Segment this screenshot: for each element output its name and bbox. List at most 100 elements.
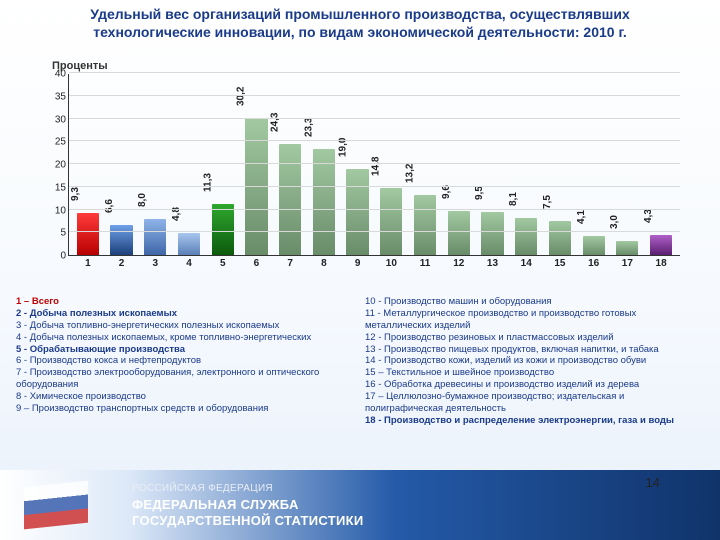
bar-value-label: 24,3 — [269, 113, 280, 132]
legend-item: 18 - Производство и распределение электр… — [365, 415, 704, 427]
legend: 1 – Всего2 - Добыча полезных ископаемых3… — [16, 296, 704, 427]
xtick-label: 10 — [386, 258, 397, 269]
bar-value-label: 4,3 — [643, 210, 654, 224]
chart-title: Удельный вес организаций промышленного п… — [0, 0, 720, 43]
bar-slot: 8,03 — [138, 74, 172, 255]
xtick-label: 17 — [622, 258, 633, 269]
xtick-label: 1 — [85, 258, 91, 269]
bar-slot: 4,84 — [172, 74, 206, 255]
legend-col-left: 1 – Всего2 - Добыча полезных ископаемых3… — [16, 296, 355, 427]
bar-value-label: 9,3 — [70, 187, 81, 201]
bar-value-label: 8,0 — [137, 193, 148, 207]
bar-value-label: 9,6 — [441, 185, 452, 199]
legend-item: 2 - Добыча полезных ископаемых — [16, 308, 355, 320]
bar-slot: 7,515 — [543, 74, 577, 255]
bar: 3,0 — [616, 241, 638, 255]
legend-item: 14 - Производство кожи, изделий из кожи … — [365, 355, 704, 367]
xtick-label: 3 — [153, 258, 159, 269]
ytick-label: 0 — [42, 251, 66, 262]
xtick-label: 16 — [588, 258, 599, 269]
bar: 4,8 — [178, 233, 200, 255]
bar-slot: 6,62 — [105, 74, 139, 255]
gridline — [69, 163, 680, 164]
xtick-label: 15 — [554, 258, 565, 269]
legend-item: 10 - Производство машин и оборудования — [365, 296, 704, 308]
ytick-label: 40 — [42, 69, 66, 80]
legend-item: 5 - Обрабатывающие производства — [16, 344, 355, 356]
legend-item: 11 - Металлургическое производство и про… — [365, 308, 704, 332]
bar: 6,6 — [110, 225, 132, 255]
bar-slot: 4,116 — [577, 74, 611, 255]
gridline — [69, 209, 680, 210]
xtick-label: 14 — [521, 258, 532, 269]
xtick-label: 9 — [355, 258, 361, 269]
bar: 7,5 — [549, 221, 571, 255]
bar: 9,6 — [448, 211, 470, 255]
legend-col-right: 10 - Производство машин и оборудования11… — [365, 296, 704, 427]
xtick-label: 13 — [487, 258, 498, 269]
footer-line1: РОССИЙСКАЯ ФЕДЕРАЦИЯ — [132, 483, 273, 494]
gridline — [69, 231, 680, 232]
bar-slot: 14,810 — [374, 74, 408, 255]
bar: 14,8 — [380, 188, 402, 255]
gridline — [69, 95, 680, 96]
bar-value-label: 30,2 — [236, 86, 247, 105]
bar-slot: 9,31 — [71, 74, 105, 255]
ytick-label: 15 — [42, 182, 66, 193]
bar: 24,3 — [279, 144, 301, 255]
xtick-label: 2 — [119, 258, 125, 269]
legend-item: 9 – Производство транспортных средств и … — [16, 403, 355, 415]
xtick-label: 4 — [186, 258, 192, 269]
xtick-label: 12 — [453, 258, 464, 269]
bar-value-label: 14,8 — [371, 156, 382, 175]
ytick-label: 20 — [42, 160, 66, 171]
bars-container: 9,316,628,034,8411,3530,2624,3723,3819,0… — [69, 74, 680, 255]
bar-slot: 30,26 — [240, 74, 274, 255]
flag-icon — [24, 481, 88, 530]
page-number: 14 — [646, 475, 660, 490]
bar: 8,1 — [515, 218, 537, 255]
gridline — [69, 186, 680, 187]
xtick-label: 5 — [220, 258, 226, 269]
legend-item: 7 - Производство электрооборудования, эл… — [16, 367, 355, 391]
bar-slot: 24,37 — [273, 74, 307, 255]
bar-slot: 8,114 — [509, 74, 543, 255]
legend-item: 13 - Производство пищевых продуктов, вкл… — [365, 344, 704, 356]
legend-item: 1 – Всего — [16, 296, 355, 308]
bar: 11,3 — [212, 204, 234, 255]
ytick-label: 25 — [42, 137, 66, 148]
xtick-label: 6 — [254, 258, 260, 269]
ytick-label: 5 — [42, 228, 66, 239]
legend-item: 3 - Добыча топливно-энергетических полез… — [16, 320, 355, 332]
bar: 23,3 — [313, 149, 335, 255]
bar: 13,2 — [414, 195, 436, 255]
bar-slot: 9,612 — [442, 74, 476, 255]
footer-band: РОССИЙСКАЯ ФЕДЕРАЦИЯ ФЕДЕРАЛЬНАЯ СЛУЖБА … — [0, 470, 720, 540]
bar-value-label: 9,5 — [475, 186, 486, 200]
gridline — [69, 118, 680, 119]
xtick-label: 8 — [321, 258, 327, 269]
legend-item: 17 – Целлюлозно-бумажное производство; и… — [365, 391, 704, 415]
bar: 8,0 — [144, 219, 166, 255]
bar: 9,5 — [481, 212, 503, 255]
bar-slot: 9,513 — [476, 74, 510, 255]
legend-item: 16 - Обработка древесины и производство … — [365, 379, 704, 391]
bar-slot: 23,38 — [307, 74, 341, 255]
bar: 9,3 — [77, 213, 99, 255]
bar-value-label: 8,1 — [508, 192, 519, 206]
legend-item: 4 - Добыча полезных ископаемых, кроме то… — [16, 332, 355, 344]
bar-chart: 9,316,628,034,8411,3530,2624,3723,3819,0… — [40, 74, 680, 274]
legend-item: 15 – Текстильное и швейное производство — [365, 367, 704, 379]
xtick-label: 18 — [656, 258, 667, 269]
bar-value-label: 7,5 — [542, 195, 553, 209]
bar-value-label: 13,2 — [404, 163, 415, 182]
bar: 4,3 — [650, 235, 672, 255]
gridline — [69, 72, 680, 73]
legend-item: 8 - Химическое производство — [16, 391, 355, 403]
ytick-label: 10 — [42, 205, 66, 216]
bar-value-label: 3,0 — [609, 215, 620, 229]
ytick-label: 35 — [42, 91, 66, 102]
bar: 19,0 — [346, 169, 368, 255]
bar-slot: 4,318 — [644, 74, 678, 255]
xtick-label: 7 — [287, 258, 293, 269]
